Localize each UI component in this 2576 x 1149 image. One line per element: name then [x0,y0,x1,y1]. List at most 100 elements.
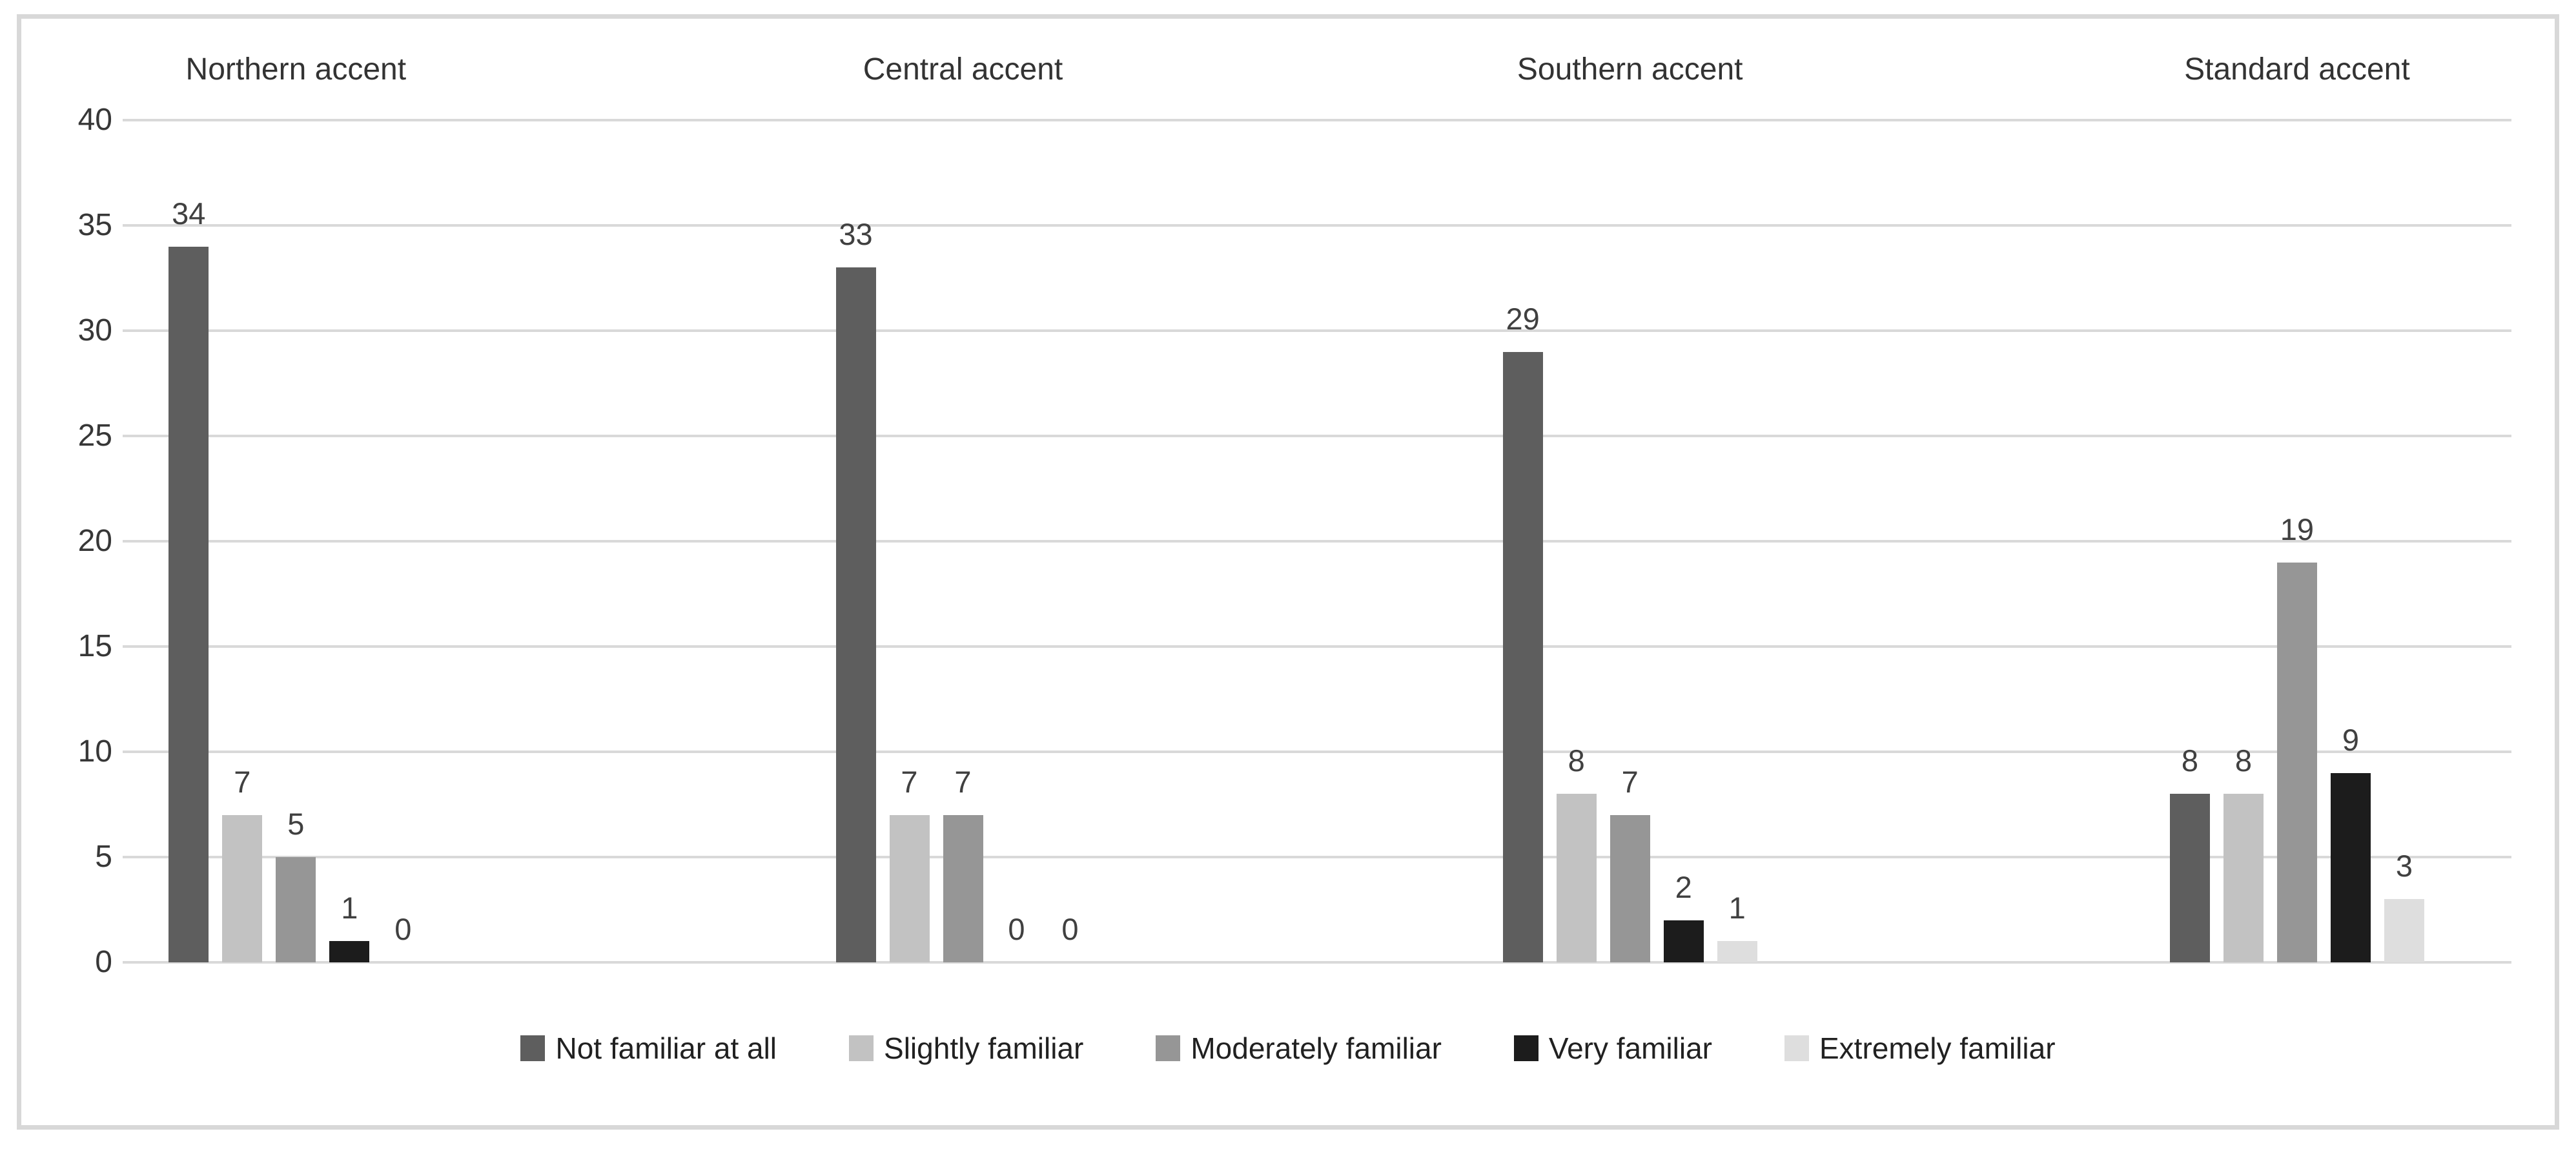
bar-value-label: 3 [2395,849,2413,884]
gridline-y-5 [123,856,2511,858]
bar-value-label: 2 [1675,869,1692,904]
y-axis-tick-label: 20 [77,524,112,558]
gridline-y-15 [123,645,2511,648]
bar-slot: 33 [835,120,876,962]
bar-slot: 9 [2330,120,2371,962]
bar-slot: 7 [889,120,930,962]
bar-not-familiar-at-all [2169,794,2210,962]
bar-slot: 34 [169,120,209,962]
bar-slot: 1 [329,120,370,962]
legend-label: Slightly familiar [884,1031,1084,1065]
legend-item-slightly-familiar: Slightly familiar [849,1033,1083,1063]
legend-item-very-familiar: Very familiar [1513,1031,1712,1065]
bar-very-familiar [1663,920,1704,962]
bar-slot: 8 [2223,120,2264,962]
legend-swatch-icon [1784,1035,1809,1061]
bar-value-label: 0 [1061,912,1079,946]
bar-value-label: 0 [1008,912,1025,946]
bar-value-label: 8 [2181,743,2198,778]
bar-group-northern-accent: 34 7 5 1 0 [169,120,423,962]
legend-label: Very familiar [1548,1031,1712,1065]
y-axis-tick-label: 40 [77,103,112,137]
y-axis-tick-label: 35 [77,208,112,242]
bar-value-label: 33 [839,217,873,252]
bar-slightly-familiar [1556,794,1597,962]
bar-moderately-familiar [276,857,316,962]
bar-extremely-familiar [2384,899,2424,962]
bar-group-southern-accent: 29 8 7 2 1 [1502,120,1757,962]
gridline-y-25 [123,435,2511,437]
category-label-central-accent: Central accent [863,52,1063,87]
category-label-northern-accent: Northern accent [185,52,407,87]
bar-slot: 8 [1556,120,1597,962]
bar-value-label: 7 [954,764,972,799]
bar-value-label: 7 [901,764,918,799]
bar-slot: 3 [2384,120,2424,962]
bar-moderately-familiar [1610,814,1650,962]
bar-very-familiar [329,941,370,962]
bar-value-label: 19 [2280,512,2315,546]
legend-item-extremely-familiar: Extremely familiar [1784,1033,2056,1063]
bar-not-familiar-at-all [835,267,876,962]
legend-swatch-icon [1513,1035,1538,1061]
y-axis-tick-label: 25 [77,419,112,453]
bar-slot: 7 [1610,120,1650,962]
bar-slightly-familiar [889,814,930,962]
y-axis-tick-label: 10 [77,734,112,769]
category-label-southern-accent: Southern accent [1517,52,1743,87]
bar-value-label: 29 [1506,301,1540,336]
gridline-y-30 [123,329,2511,332]
gridline-y-0 [123,961,2511,964]
gridline-y-10 [123,750,2511,753]
bar-value-label: 5 [287,807,305,841]
legend-label: Extremely familiar [1819,1031,2056,1065]
legend-item-not-familiar-at-all: Not familiar at all [520,1033,777,1063]
bar-not-familiar-at-all [1502,351,1543,962]
y-axis-tick-label: 5 [95,840,112,874]
bar-value-label: 0 [394,912,412,946]
bar-slot: 7 [222,120,263,962]
bar-slot: 8 [2169,120,2210,962]
bar-group-central-accent: 33 7 7 0 0 [835,120,1090,962]
bar-moderately-familiar [2276,562,2317,962]
bar-very-familiar [2330,772,2371,962]
bar-slot: 0 [1050,120,1090,962]
bar-value-label: 8 [1568,743,1585,778]
bar-extremely-familiar [1717,941,1757,962]
bar-value-label: 1 [1728,891,1746,926]
gridline-y-20 [123,540,2511,543]
legend-swatch-icon [1156,1035,1181,1061]
bar-slot: 0 [383,120,423,962]
bar-slot: 7 [943,120,983,962]
legend-label: Not familiar at all [555,1031,777,1065]
bar-slot: 19 [2276,120,2317,962]
bar-value-label: 9 [2342,722,2359,757]
legend-label: Moderately familiar [1191,1031,1442,1065]
y-axis-tick-label: 15 [77,629,112,663]
bar-value-label: 34 [172,196,206,231]
bar-slot: 5 [276,120,316,962]
bar-not-familiar-at-all [169,246,209,962]
bar-group-standard-accent: 8 8 19 9 3 [2169,120,2424,962]
bar-slot: 2 [1663,120,1704,962]
category-label-standard-accent: Standard accent [2184,52,2410,87]
legend-item-moderately-familiar: Moderately familiar [1156,1033,1442,1063]
bar-slightly-familiar [222,814,263,962]
y-axis-tick-label: 0 [95,945,112,979]
bar-value-label: 7 [1621,764,1639,799]
bar-slot: 29 [1502,120,1543,962]
legend-swatch-icon [849,1035,874,1061]
bar-value-label: 8 [2234,743,2252,778]
chart-legend: Not familiar at all Slightly familiar Mode… [0,1033,2576,1063]
plot-area: 0 5 10 15 20 25 30 35 40 Northern accent Central … [78,54,2511,978]
gridline-y-35 [123,224,2511,227]
gridline-y-40 [123,119,2511,121]
bar-slightly-familiar [2223,794,2264,962]
bar-moderately-familiar [943,814,983,962]
bar-value-label: 1 [341,891,358,926]
bar-value-label: 7 [234,764,251,799]
y-axis-tick-label: 30 [77,313,112,347]
chart-frame [17,14,2559,1130]
bar-slot: 1 [1717,120,1757,962]
legend-swatch-icon [520,1035,546,1061]
